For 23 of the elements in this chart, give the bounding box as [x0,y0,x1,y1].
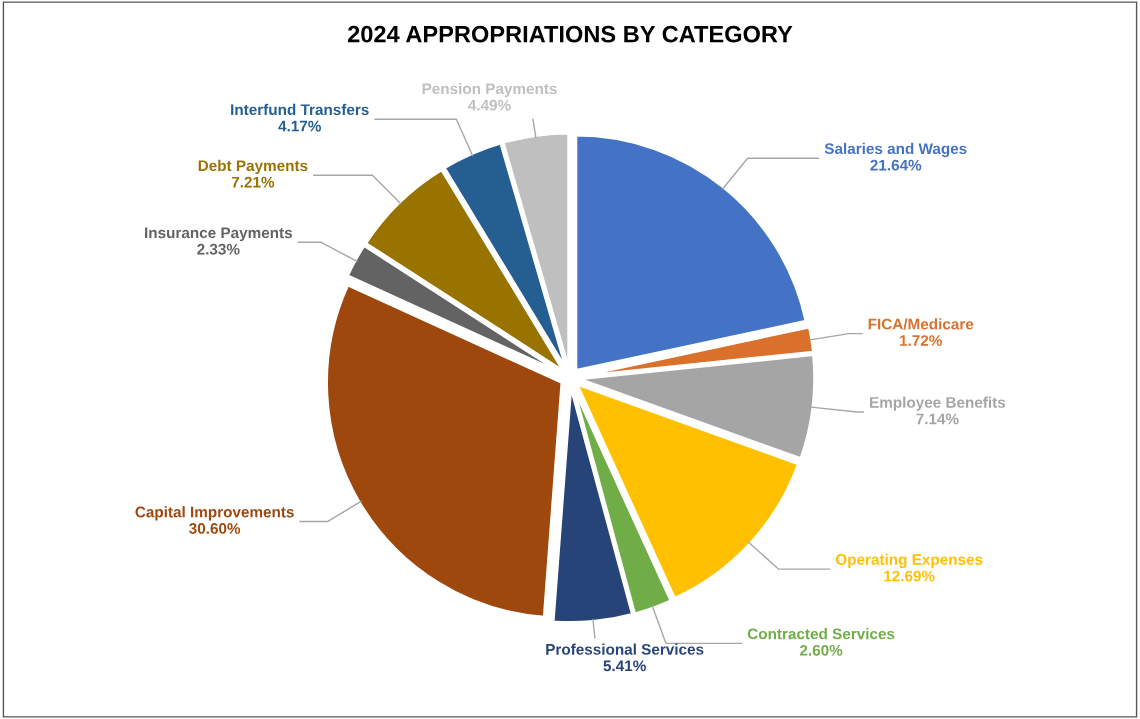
slice-label: Interfund Transfers [231,103,369,116]
slice-label: Salaries and Wages [824,142,967,158]
data-label: 4.17% [278,120,321,132]
data-label: 21.64% [870,159,922,171]
data-label: 1.72% [900,335,942,346]
slice-label: Employee Benefits [870,396,1006,411]
data-label: 5.41% [603,660,646,672]
slice-label: Debt Payments [198,159,308,175]
data-label: 2.60% [799,644,843,656]
slice-label: Professional Services [546,643,704,655]
data-label: 12.69% [884,570,935,582]
slice-label: Operating Expenses [835,553,983,569]
slice-label: Insurance Payments [145,227,292,242]
chart-title: 2024 APPROPRIATIONS BY CATEGORY [347,25,793,43]
slice-label: Contracted Services [747,628,895,640]
data-label: 30.60% [189,523,241,534]
slice-label: Capital Improvements [135,506,294,521]
data-label: 2.33% [197,243,240,255]
slice-label: Pension Payments [422,82,557,98]
data-label: 7.14% [916,413,959,425]
slice-label: FICA/Medicare [868,318,974,330]
data-label: 7.21% [231,176,275,188]
data-label: 4.49% [468,99,511,111]
